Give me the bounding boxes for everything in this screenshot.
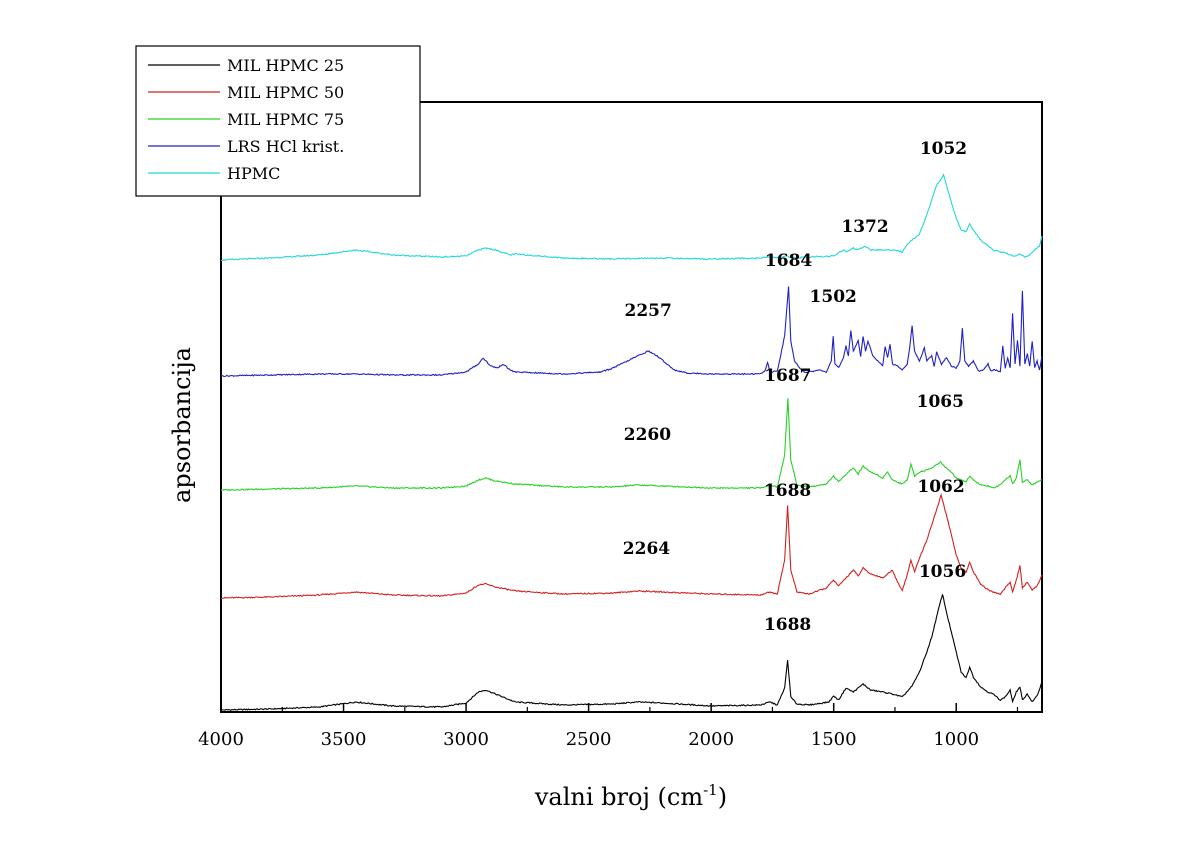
legend-box [135,45,421,197]
peak-label: 2264 [623,539,670,559]
y-axis-title: apsorbancija [168,347,196,503]
x-tick-label: 1500 [811,729,857,750]
x-axis-title: valni broj (cm-1) [534,781,727,811]
peak-label: 1688 [764,615,811,635]
peak-label: 1684 [765,251,812,271]
series-line-mil-hpmc-75 [220,398,1043,492]
legend: MIL HPMC 25 MIL HPMC 50 MIL HPMC 75 LRS HCl… [135,45,421,197]
x-tick-label: 4000 [198,729,244,750]
series-line-mil-hpmc-25 [220,594,1043,712]
x-tick-label: 3000 [443,729,489,750]
series-line-lrs-hcl-krist [220,286,1043,378]
legend-entry-label: MIL HPMC 25 [227,56,344,75]
peak-label: 2260 [624,425,671,445]
legend-entry-label: HPMC [227,164,280,183]
x-tick-label: 2000 [688,729,734,750]
x-axis-title-superscript: -1 [703,781,718,799]
x-tick-label: 2500 [566,729,612,750]
peak-label: 1062 [917,477,964,497]
peak-annotations: 1052 1372 1684 1502 2257 1687 1065 2260 1688 1062… [623,139,967,635]
plot-area-frame [220,101,1043,713]
x-tick-label: 3500 [321,729,367,750]
x-tick-label: 1000 [933,729,979,750]
peak-label: 1052 [920,139,967,159]
peak-label: 1065 [917,392,964,412]
peak-label: 1056 [919,562,966,582]
series-line-hpmc [220,173,1043,262]
peak-label: 1372 [841,217,888,237]
legend-entry-label: MIL HPMC 75 [227,110,344,129]
series-layer [220,173,1043,712]
legend-entry-label: MIL HPMC 50 [227,83,344,102]
x-axis: 4000 3500 3000 2500 2000 1500 1000 [198,703,1019,750]
legend-entry-label: LRS HCl krist. [227,137,344,156]
x-axis-title-main: valni broj (cm [534,783,703,811]
x-axis-title-end: ) [718,783,727,811]
series-line-mil-hpmc-50 [220,493,1043,600]
peak-label: 1687 [764,366,811,386]
peak-label: 1688 [764,481,811,501]
peak-label: 1502 [810,287,857,307]
peak-label: 2257 [625,301,672,321]
